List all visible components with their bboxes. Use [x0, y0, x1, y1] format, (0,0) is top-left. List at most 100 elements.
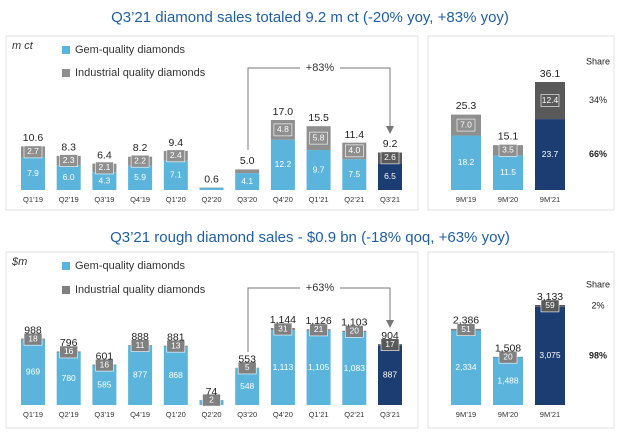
segment-label: 548: [240, 381, 254, 391]
x-tick-label: Q3’20: [237, 195, 257, 204]
x-tick-label: Q3’21: [380, 410, 400, 419]
segment-label: 2.6: [384, 152, 396, 162]
segment-label: 2: [209, 394, 214, 404]
x-tick-label: 9M’21: [540, 410, 560, 419]
bar-segment: [163, 346, 188, 405]
label-badge: [23, 145, 43, 159]
segment-label: 51: [461, 324, 471, 334]
segment-label: 3,075: [539, 350, 561, 360]
unit-label: $m: [11, 256, 27, 268]
label-badge: [498, 350, 518, 364]
chart-title: Q3’21 diamond sales totaled 9.2 m ct (-2…: [111, 9, 509, 26]
segment-label: 7.0: [460, 119, 472, 129]
segment-label: 4.1: [241, 176, 253, 186]
segment-label: 877: [133, 370, 147, 380]
label-badge: [498, 144, 518, 157]
label-badge: [23, 332, 43, 346]
panel-frame: [5, 251, 419, 429]
bar-segment: [92, 172, 117, 190]
segment-label: 2.1: [98, 162, 110, 172]
arrow-head: [386, 320, 394, 328]
label-badge: [237, 361, 257, 375]
x-tick-label: Q2’19: [59, 410, 79, 419]
label-badge: [540, 94, 560, 107]
segment-label: 9.7: [313, 164, 325, 174]
segment-label: 23.7: [542, 149, 559, 159]
label-badge: [202, 393, 221, 407]
total-label: 796: [60, 337, 78, 349]
bar-segment: [378, 163, 402, 190]
x-tick-label: Q3’20: [237, 410, 257, 419]
legend-swatch: [62, 286, 70, 294]
total-label: 74: [206, 386, 218, 398]
segment-label: 1,105: [308, 362, 330, 372]
x-tick-label: Q4’20: [273, 195, 293, 204]
total-label: 988: [24, 324, 42, 336]
total-label: 10.6: [23, 132, 44, 144]
bar-segment: [306, 330, 331, 405]
bar-segment: [92, 365, 117, 405]
segment-label: 2.3: [63, 155, 75, 165]
legend-label: Gem-quality diamonds: [75, 260, 186, 272]
x-tick-label: Q2’21: [344, 195, 364, 204]
segment-label: 2.4: [170, 150, 182, 160]
panel-frame: [427, 251, 615, 429]
segment-label: 7.5: [348, 169, 360, 179]
bar-segment: [306, 150, 331, 190]
share-label: 34%: [589, 95, 607, 105]
segment-label: 868: [169, 370, 183, 380]
segment-label: 59: [545, 300, 555, 310]
chart-title: Q3’21 rough diamond sales - $0.9 bn (-18…: [110, 229, 510, 246]
bar-segment: [235, 169, 260, 174]
label-badge: [95, 161, 114, 175]
legend-swatch: [62, 46, 70, 54]
segment-label: 887: [383, 369, 397, 379]
bar-segment: [128, 345, 153, 405]
total-label: 1,103: [341, 317, 367, 329]
total-label: 881: [167, 331, 185, 343]
segment-label: 5.8: [313, 132, 325, 142]
total-label: 1,508: [495, 343, 521, 355]
segment-label: 4.0: [348, 145, 360, 155]
segment-label: 2,334: [455, 362, 477, 372]
label-badge: [59, 154, 79, 167]
total-label: 5.0: [240, 155, 255, 167]
segment-label: 780: [62, 373, 76, 383]
legend-label: Industrial quality diamonds: [75, 67, 206, 79]
total-label: 1,144: [270, 314, 296, 326]
segment-label: 7.9: [27, 168, 39, 178]
x-tick-label: 9M’19: [456, 410, 476, 419]
total-label: 9.4: [168, 137, 183, 149]
share-label: 98%: [589, 350, 607, 360]
total-label: 3,133: [537, 291, 563, 303]
segment-label: 7.1: [170, 170, 182, 180]
total-label: 11.4: [344, 129, 364, 141]
total-label: 2,386: [453, 315, 479, 327]
total-label: 601: [96, 350, 114, 362]
segment-label: 11: [136, 340, 145, 350]
panel-frame: [427, 35, 615, 211]
label-badge: [456, 323, 476, 336]
x-tick-label: 9M’20: [498, 410, 518, 419]
bar-segment: [235, 173, 260, 190]
arrow-head: [386, 126, 394, 134]
total-label: 17.0: [273, 106, 294, 118]
segment-label: 6.5: [384, 171, 396, 181]
change-bracket: [247, 287, 391, 352]
segment-label: 11.5: [500, 167, 516, 177]
label-badge: [344, 325, 364, 338]
label-badge: [380, 151, 400, 165]
bar-segment: [128, 165, 153, 190]
share-title: Share: [586, 279, 610, 289]
bar-segment: [235, 368, 260, 405]
segment-label: 6.0: [63, 172, 75, 182]
share-label: 66%: [589, 149, 607, 159]
x-tick-label: Q2’20: [201, 410, 221, 419]
segment-label: 20: [503, 351, 513, 361]
segment-label: 5: [245, 362, 250, 372]
segment-label: 585: [97, 380, 111, 390]
segment-label: 18: [28, 333, 38, 343]
segment-label: 4.3: [98, 175, 110, 185]
segment-label: 16: [100, 359, 110, 369]
label-badge: [273, 123, 293, 137]
